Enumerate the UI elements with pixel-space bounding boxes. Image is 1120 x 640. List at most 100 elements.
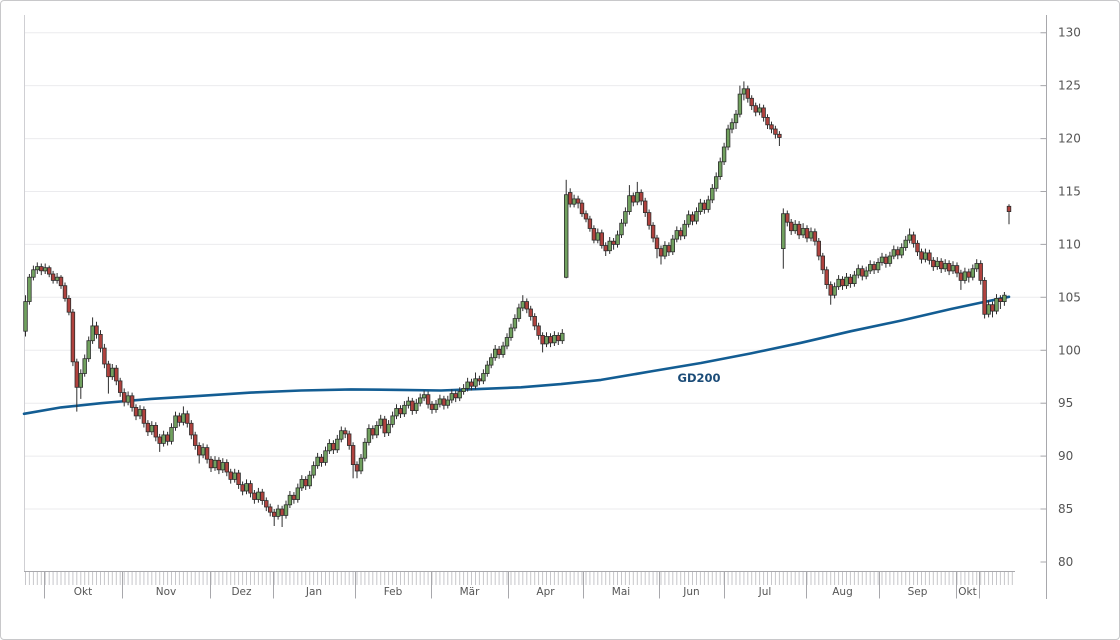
candle [425,391,431,409]
candle [718,157,723,180]
candle [737,85,743,118]
x-axis-month-label: Okt [74,586,92,598]
candle [781,208,786,269]
candle [595,228,600,244]
candle [295,483,300,503]
candle [1002,292,1007,306]
y-axis-tick-label: 100 [1058,343,1081,357]
candle [631,192,636,207]
candle [224,459,229,477]
y-axis-tick-label: 125 [1058,79,1081,93]
x-axis-month-label: Aug [832,586,853,598]
candle [362,438,368,462]
candle [374,421,379,439]
x-axis-month-label: Okt [958,586,976,598]
candle [102,343,107,369]
candle [745,85,750,103]
candle [78,369,83,399]
candle [386,420,391,436]
y-axis-tick-label: 85 [1058,502,1073,516]
candle [615,230,620,248]
candle [311,461,316,479]
candle [954,262,960,278]
candle [110,364,115,380]
candle [587,215,593,232]
candle [532,313,537,331]
candle [358,454,364,475]
candle [114,365,119,386]
candle [70,309,76,367]
candle [512,314,518,332]
candle [248,480,253,498]
candle [627,185,632,215]
candle [690,211,695,226]
candle [789,219,794,235]
candle [82,354,87,377]
candle [970,264,975,281]
candle [643,197,648,217]
x-axis-month-label: Jun [682,586,699,598]
candle [346,430,352,450]
candle [721,142,727,165]
candle [978,260,983,285]
candle [927,249,932,265]
candle [998,295,1003,309]
candle [66,295,72,316]
candle [749,95,754,110]
candle [74,358,79,412]
candle [777,131,782,146]
x-axis-month-label: Sep [908,586,928,598]
candle [994,294,999,315]
candle [583,210,589,223]
candle [350,442,356,479]
candle [654,234,660,259]
candle [508,323,514,341]
candle [31,265,36,281]
candle [804,225,810,243]
candle [153,422,158,442]
candle [729,118,735,134]
candle [931,257,936,271]
candle [733,110,739,129]
x-axis: Okt Nov Dez Jan Feb Mär Apr Mai Jun Jul Aug Sep Okt [24,571,1015,599]
candle [852,270,857,287]
candle [856,264,861,279]
candle [710,184,715,204]
candle [619,219,624,238]
candle [607,237,612,254]
candle [536,322,541,340]
candle [650,222,656,243]
candle [169,423,174,445]
candle [706,195,711,213]
candle [481,369,486,385]
candle [950,261,956,274]
chart-plot-area[interactable] [24,15,1047,572]
candle [50,270,56,284]
candle [974,259,979,272]
candle [58,275,64,289]
candle [812,228,818,246]
x-axis-month-label: Nov [156,586,177,598]
candle [579,199,585,217]
x-axis-month-label: Feb [384,586,403,598]
candle [875,258,881,273]
candle [816,238,821,261]
x-axis-month-label: Mär [460,586,480,598]
candle [504,333,510,350]
candle [192,431,198,450]
candle [765,114,770,129]
candle [887,251,893,267]
candle [390,411,395,428]
candle [883,253,889,268]
candle [47,265,52,278]
candle [433,400,439,413]
y-axis-tick-label: 110 [1058,237,1081,251]
candle [694,207,699,225]
candle [698,198,703,215]
candle [840,276,845,290]
candle [611,238,616,250]
candle [603,242,608,256]
candle [761,104,766,122]
candle [141,406,147,428]
